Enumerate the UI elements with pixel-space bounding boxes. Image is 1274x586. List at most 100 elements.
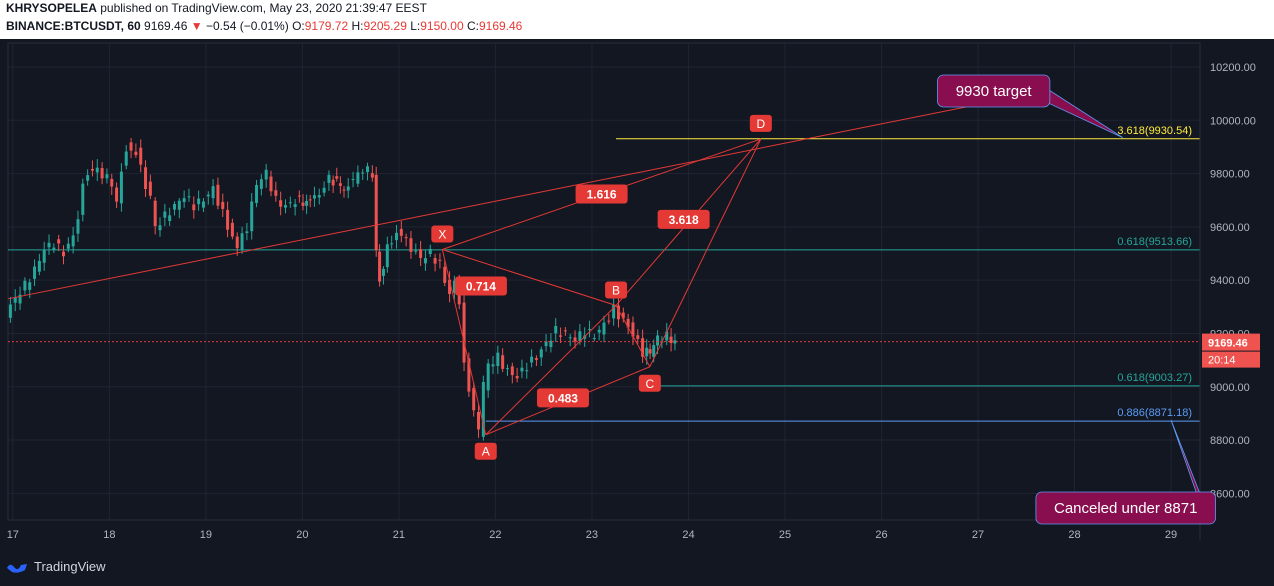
candle-body (390, 243, 394, 245)
candle (361, 168, 365, 180)
candle-body (346, 186, 350, 191)
candle (66, 237, 70, 253)
candle-body (153, 200, 157, 227)
candle (346, 178, 350, 199)
footer-bar (0, 553, 1274, 586)
chart-grid (7, 42, 1201, 521)
x-tick-label: 23 (586, 529, 598, 541)
candle-body (259, 179, 263, 189)
candle-body (76, 219, 80, 234)
candle (301, 194, 305, 211)
candle-body (525, 370, 529, 372)
candle-body (264, 169, 268, 180)
candle-body (192, 204, 196, 211)
callouts: 9930 target Canceled under 8871 (937, 74, 1216, 525)
pattern-point-a: A (474, 442, 497, 460)
candle-body (158, 225, 162, 231)
candle (129, 138, 133, 159)
candle-body (211, 186, 215, 199)
candle (409, 231, 413, 259)
candle-body (501, 355, 505, 369)
candle-body (144, 167, 148, 189)
candle-body (616, 305, 620, 320)
candle-body (394, 232, 398, 241)
candle-body (206, 194, 210, 197)
brand[interactable]: TradingView (6, 559, 106, 574)
candle-body (673, 340, 677, 344)
candle-body (356, 172, 360, 184)
candle-body (100, 167, 104, 179)
x-tick-label: 28 (1068, 529, 1080, 541)
candle-body (47, 242, 51, 248)
candle (385, 236, 389, 273)
candle (491, 356, 495, 375)
candle (177, 197, 181, 219)
price-chart[interactable]: 3.618(9930.54) 0.618(9513.66) 0.618(9003.2… (0, 39, 1274, 553)
candle-body (554, 326, 558, 334)
candle (187, 188, 191, 202)
candle (428, 244, 432, 257)
candle-body (374, 174, 378, 251)
candle (100, 162, 104, 185)
candle-body (235, 236, 239, 249)
candle-body (322, 187, 326, 193)
candle-body (187, 196, 191, 198)
candle-body (462, 302, 466, 363)
candle (28, 278, 32, 299)
candle-body (631, 322, 635, 337)
ratio-label: 1.616 (587, 188, 617, 202)
candle-body (481, 381, 485, 437)
candle (381, 266, 385, 285)
candle-body (404, 237, 408, 239)
author-name[interactable]: KHRYSOPELEA (6, 1, 97, 15)
candle (274, 181, 278, 202)
candle-body (496, 352, 500, 366)
candle-body (486, 363, 490, 391)
candle (308, 195, 312, 208)
pattern-point-d: D (749, 114, 772, 132)
fib-label: 3.618(9930.54) (1117, 125, 1192, 137)
candle-body (414, 250, 418, 252)
candle (211, 178, 215, 206)
x-tick-label: 22 (489, 529, 501, 541)
candle-body (216, 184, 220, 206)
candle-body (641, 338, 645, 357)
candle (370, 165, 374, 182)
candle-body (33, 266, 37, 279)
candle (366, 162, 370, 181)
candle (279, 191, 283, 216)
candle-body (71, 235, 75, 247)
ratio-badge: 0.483 (536, 388, 589, 408)
ratio-box (536, 388, 589, 408)
y-tick-label: 8600.00 (1210, 488, 1250, 500)
candle (216, 177, 220, 210)
pattern-point-c: C (638, 374, 661, 392)
candle-body (559, 335, 563, 337)
candle (544, 333, 548, 352)
candle-body (597, 329, 601, 333)
candle (559, 327, 563, 344)
candle-body (52, 247, 56, 251)
candle (115, 182, 119, 209)
last-price: 9169.46 (144, 19, 188, 33)
candle (588, 320, 592, 338)
candle (568, 333, 572, 347)
candle-body (505, 368, 509, 370)
candle-body (491, 364, 495, 367)
pattern-point-box (474, 442, 497, 460)
candle-body (81, 183, 85, 215)
candle (399, 220, 403, 243)
candle-body (105, 174, 109, 179)
fib-label: 0.618(9003.27) (1117, 372, 1192, 384)
symbol-name[interactable]: BINANCE:BTCUSDT, 60 (6, 19, 141, 33)
candle (297, 190, 301, 203)
x-tick-label: 25 (779, 529, 791, 541)
candle (8, 296, 12, 323)
candle-body (134, 151, 138, 156)
candle (52, 243, 56, 254)
candle (592, 333, 596, 342)
candle-body (110, 178, 114, 187)
candle-body (283, 205, 287, 208)
y-tick-label: 10200.00 (1210, 62, 1256, 74)
y-tick-label: 9600.00 (1210, 222, 1250, 234)
